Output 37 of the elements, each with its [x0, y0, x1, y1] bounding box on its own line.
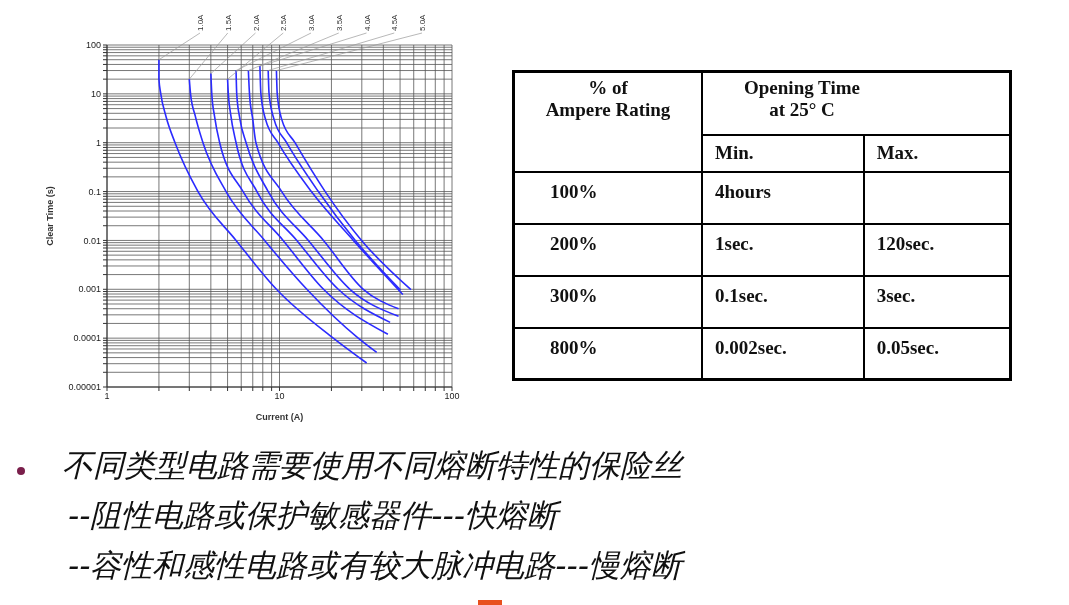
x-axis-title: Current (A)	[255, 412, 304, 422]
category-label: Max.	[863, 134, 1011, 172]
x-tick-label: 10	[274, 391, 285, 402]
text: % of Ampere Rating	[513, 71, 702, 172]
category-label: 800%	[550, 336, 598, 358]
text: 5.0A	[418, 13, 427, 31]
category-label: 100%	[550, 180, 598, 202]
text: 1.0A	[196, 13, 205, 31]
x-tick-label: 100	[444, 391, 460, 402]
text: 120sec.	[876, 232, 935, 254]
text: 2.0A	[251, 13, 261, 31]
text: 4hours	[715, 180, 771, 202]
text: 1sec.	[715, 232, 754, 254]
y-tick-label: 0.00001	[68, 382, 101, 393]
text: 0.05sec.	[876, 336, 939, 358]
y-tick-label: 1	[95, 137, 101, 148]
text: 2.5A	[279, 13, 289, 31]
text: 3.0A	[307, 13, 316, 31]
y-tick-label: 0.1	[88, 186, 101, 197]
text: 1.5A	[223, 13, 233, 31]
text: 3sec.	[876, 284, 916, 306]
x-tick-label: 1	[104, 391, 110, 402]
y-tick-label: 0.001	[78, 284, 101, 295]
y-tick-label: 0.0001	[73, 333, 101, 344]
text: 3.5A	[334, 13, 344, 31]
text: Opening Time at 25° C	[702, 71, 1011, 135]
text: 4.5A	[390, 13, 400, 31]
text: 0.002sec.	[715, 336, 787, 358]
y-tick-label: 100	[85, 40, 101, 51]
y-tick-label: 10	[90, 89, 101, 100]
y-tick-label: 0.01	[83, 235, 101, 246]
category-label: Min.	[702, 134, 864, 172]
text: 4.0A	[362, 13, 372, 31]
category-label: 300%	[550, 284, 598, 306]
category-label: 200%	[550, 232, 598, 254]
y-axis-title: Clear Time (s)	[45, 186, 55, 246]
text: 0.1sec.	[715, 284, 768, 306]
